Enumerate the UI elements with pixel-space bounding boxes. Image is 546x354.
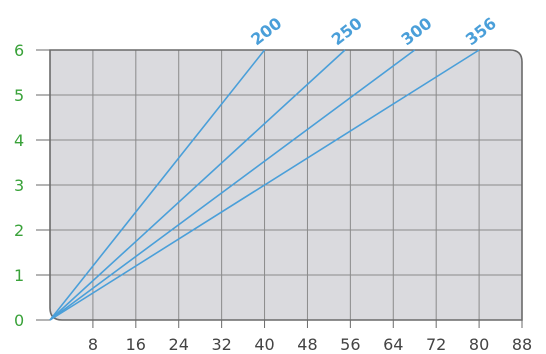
y-tick-label: 2 [14,221,24,240]
x-tick-label: 88 [512,335,532,354]
y-axis-ticks: 0 1 2 3 4 5 6 [14,41,50,330]
series-line [49,49,480,321]
y-tick-label: 5 [14,86,24,105]
y-tick-label: 1 [14,266,24,285]
x-tick-label: 8 [88,335,98,354]
x-tick-label: 48 [297,335,317,354]
series-line [49,49,266,321]
x-tick-label: 40 [254,335,274,354]
series-label: 250 [328,14,366,50]
series-label: 356 [462,14,500,50]
series-label: 300 [397,14,435,50]
x-tick-label: 24 [169,335,189,354]
x-tick-label: 72 [426,335,446,354]
x-tick-label: 32 [211,335,231,354]
series-group [49,49,480,321]
y-tick-label: 4 [14,131,24,150]
y-tick-label: 6 [14,41,24,60]
series-label: 200 [247,14,285,50]
y-tick-label: 0 [14,311,24,330]
y-tick-label: 3 [14,176,24,195]
series-label-group: 200 250 300 356 [247,14,500,50]
x-axis-ticks: 8 16 24 32 40 48 56 64 72 80 88 [88,320,532,354]
x-tick-label: 56 [340,335,360,354]
x-tick-label: 16 [126,335,146,354]
x-tick-label: 64 [383,335,403,354]
series-line [49,49,416,321]
x-tick-label: 80 [469,335,489,354]
series-line [49,49,346,321]
grid-group [49,49,523,321]
